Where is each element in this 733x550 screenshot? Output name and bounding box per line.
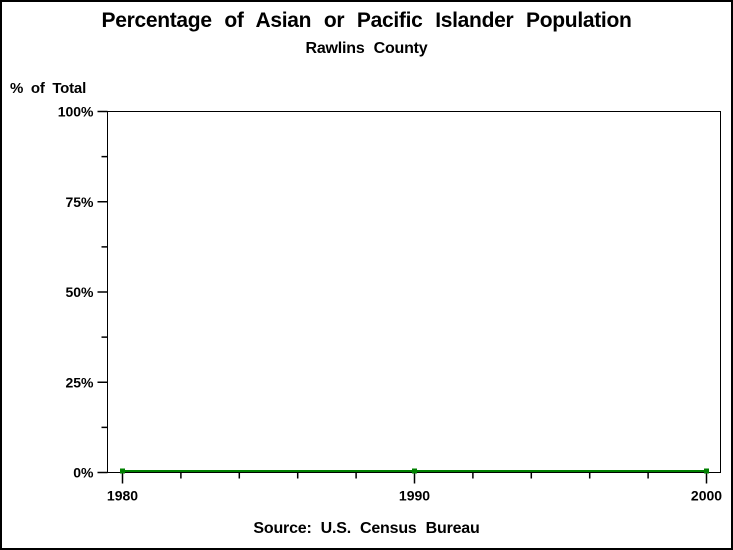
y-tick-label: 75% — [65, 194, 94, 210]
x-tick-label: 2000 — [691, 488, 722, 504]
y-tick-label: 50% — [65, 284, 94, 300]
y-tick-label: 25% — [65, 374, 94, 390]
x-tick-label: 1980 — [107, 488, 138, 504]
x-tick-label: 1990 — [399, 488, 430, 504]
y-tick-label: 100% — [58, 104, 94, 120]
data-point-marker — [120, 468, 125, 474]
data-point-marker — [412, 468, 417, 474]
data-point-marker — [704, 468, 709, 474]
plot-frame — [107, 111, 721, 473]
chart-subtitle: Rawlins County — [305, 40, 428, 57]
y-axis-label: % of Total — [10, 80, 87, 97]
source-note: Source: U.S. Census Bureau — [253, 520, 480, 537]
chart-title: Percentage of Asian or Pacific Islander … — [101, 9, 632, 32]
y-tick-label: 0% — [73, 465, 94, 481]
